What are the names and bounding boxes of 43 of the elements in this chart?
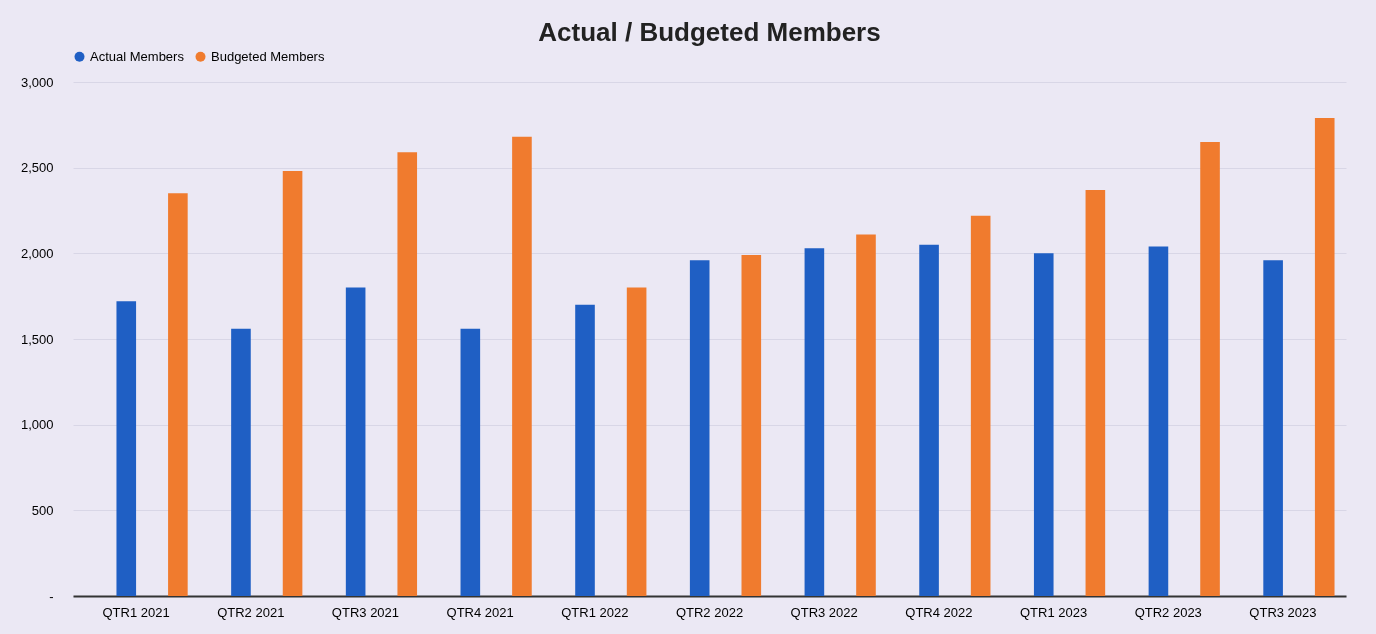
x-tick-label: QTR1 2022 — [561, 604, 629, 620]
y-tick-label: 2,500 — [20, 160, 54, 176]
chart-title: Actual / Budgeted Members — [538, 17, 881, 47]
bar — [282, 171, 303, 596]
x-tick-label: QTR4 2022 — [905, 604, 973, 620]
bar — [919, 244, 939, 596]
bar — [1033, 253, 1054, 596]
bar — [168, 193, 188, 596]
x-tick-label: QTR2 2023 — [1134, 604, 1202, 620]
x-tick-label: QTR3 2022 — [790, 604, 858, 620]
bar — [1263, 260, 1283, 596]
x-tick-label: QTR4 2021 — [446, 604, 514, 620]
bar — [231, 328, 251, 596]
bar — [1085, 189, 1106, 596]
y-tick-label: 1,500 — [20, 331, 54, 347]
bar — [1148, 246, 1169, 596]
bar — [804, 248, 825, 596]
bar — [689, 260, 710, 596]
x-tick-label: QTR3 2021 — [331, 604, 400, 620]
x-tick-label: QTR2 2021 — [217, 604, 285, 620]
bar — [512, 136, 532, 596]
bar — [1314, 117, 1335, 596]
bar — [116, 301, 137, 596]
x-tick-label: QTR1 2023 — [1019, 604, 1088, 620]
y-tick-label: - — [49, 588, 54, 604]
x-tick-label: QTR2 2022 — [675, 604, 744, 620]
bar — [1200, 141, 1220, 596]
y-tick-label: 3,000 — [20, 74, 54, 90]
y-tick-label: 2,000 — [20, 245, 54, 261]
y-tick-label: 1,000 — [20, 417, 54, 433]
legend-label: Budgeted Members — [211, 48, 325, 64]
bar — [575, 304, 595, 596]
bar — [397, 152, 418, 596]
legend-label: Actual Members — [90, 48, 185, 64]
bar — [626, 287, 647, 596]
bar — [741, 255, 762, 596]
bar — [460, 328, 481, 596]
bar — [856, 234, 876, 596]
x-tick-label: QTR3 2023 — [1249, 604, 1317, 620]
y-tick-label: 500 — [31, 502, 54, 518]
x-tick-label: QTR1 2021 — [102, 604, 170, 620]
bar — [345, 287, 366, 596]
bar — [970, 215, 991, 596]
